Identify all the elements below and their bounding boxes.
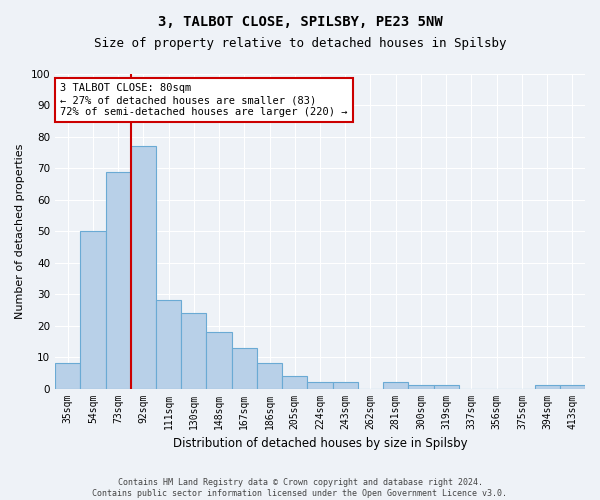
Bar: [232, 348, 257, 389]
Bar: [55, 364, 80, 388]
Bar: [181, 313, 206, 388]
Bar: [156, 300, 181, 388]
Bar: [560, 386, 585, 388]
Bar: [307, 382, 332, 388]
X-axis label: Distribution of detached houses by size in Spilsby: Distribution of detached houses by size …: [173, 437, 467, 450]
Bar: [257, 364, 282, 388]
Bar: [535, 386, 560, 388]
Bar: [80, 232, 106, 388]
Bar: [206, 332, 232, 388]
Bar: [106, 172, 131, 388]
Bar: [282, 376, 307, 388]
Text: 3, TALBOT CLOSE, SPILSBY, PE23 5NW: 3, TALBOT CLOSE, SPILSBY, PE23 5NW: [158, 15, 442, 29]
Text: 3 TALBOT CLOSE: 80sqm
← 27% of detached houses are smaller (83)
72% of semi-deta: 3 TALBOT CLOSE: 80sqm ← 27% of detached …: [61, 84, 348, 116]
Y-axis label: Number of detached properties: Number of detached properties: [15, 144, 25, 319]
Bar: [434, 386, 459, 388]
Bar: [131, 146, 156, 388]
Bar: [409, 386, 434, 388]
Text: Size of property relative to detached houses in Spilsby: Size of property relative to detached ho…: [94, 38, 506, 51]
Bar: [383, 382, 409, 388]
Bar: [332, 382, 358, 388]
Text: Contains HM Land Registry data © Crown copyright and database right 2024.
Contai: Contains HM Land Registry data © Crown c…: [92, 478, 508, 498]
